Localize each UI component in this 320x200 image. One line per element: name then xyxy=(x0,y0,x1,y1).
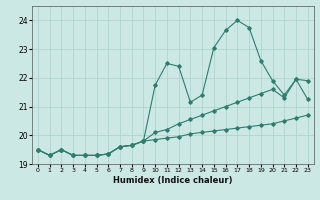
X-axis label: Humidex (Indice chaleur): Humidex (Indice chaleur) xyxy=(113,176,233,185)
